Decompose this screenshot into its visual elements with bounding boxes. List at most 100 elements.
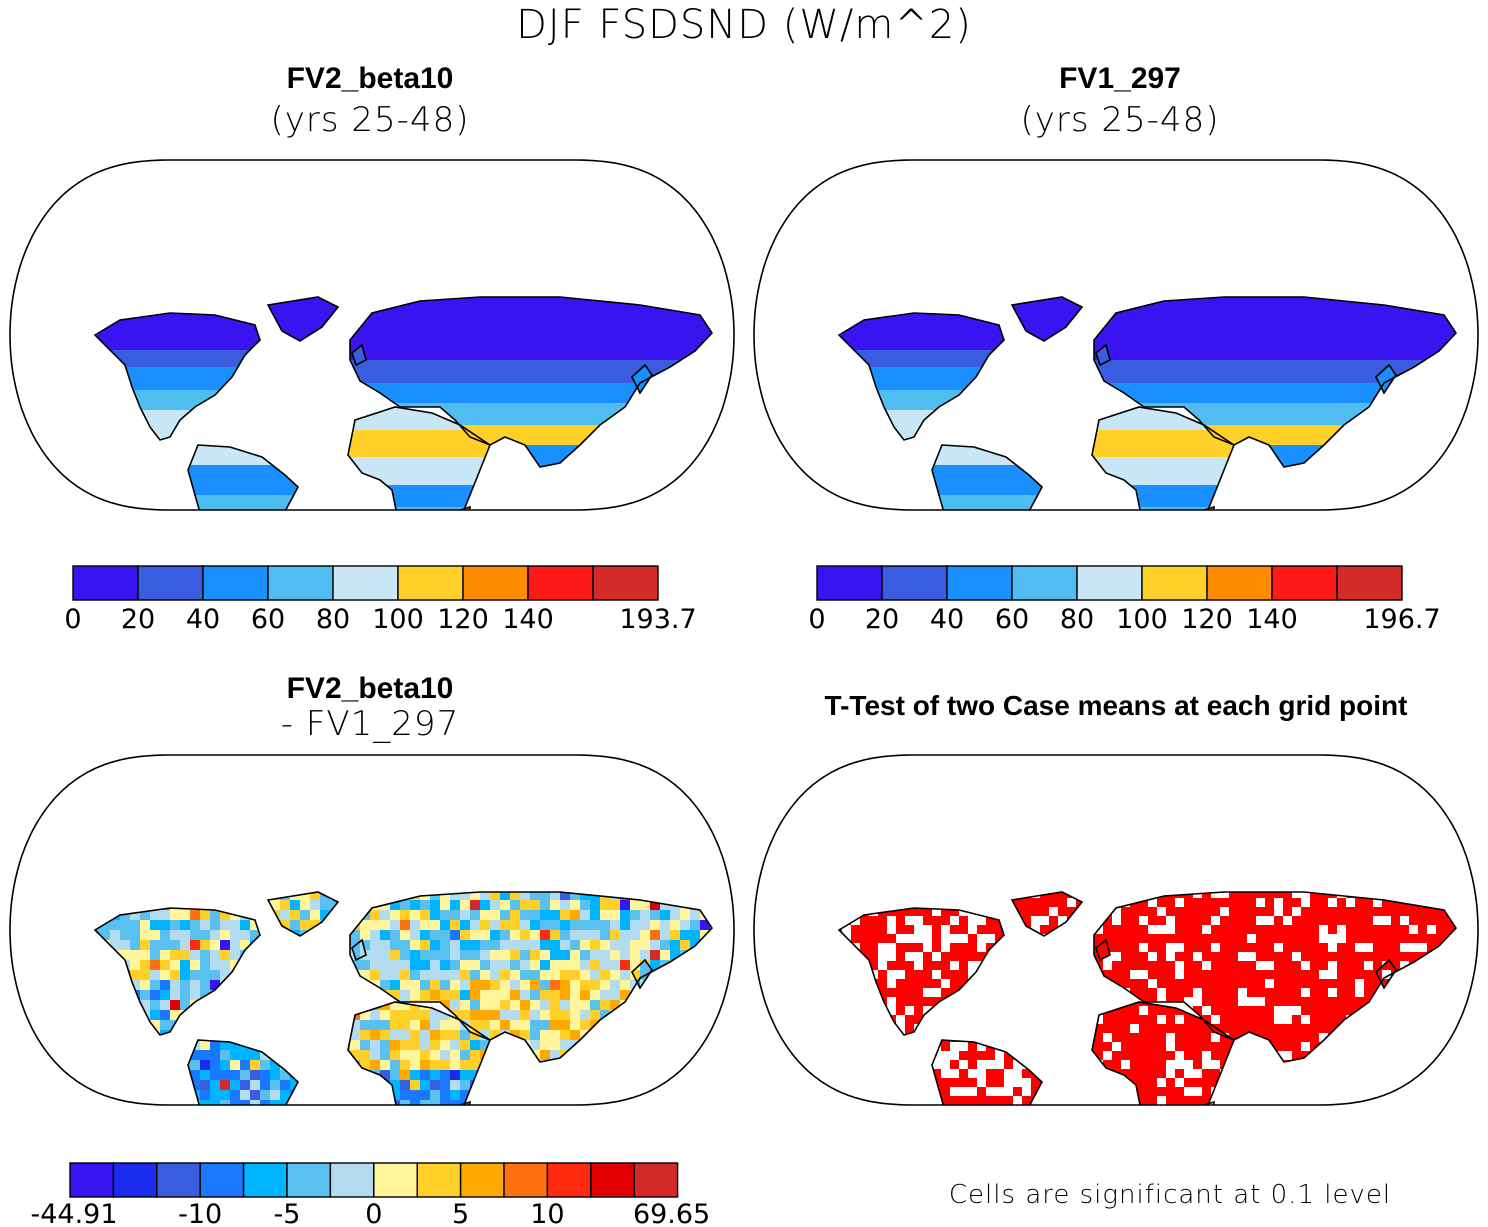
colorbar-tick-label: 100 [1116, 604, 1168, 635]
colorbar-tick-label: 100 [372, 604, 424, 635]
map-border [9, 754, 735, 1106]
coastline-africa [1091, 406, 1235, 510]
coastline-africa [347, 1001, 491, 1105]
colorbar-box [527, 565, 594, 601]
coastline-greenland [1010, 296, 1084, 342]
colorbar-tick-label: 193.7 [619, 604, 696, 635]
colorbar-tick-label: 80 [1060, 604, 1094, 635]
coastline-greenland [266, 891, 340, 937]
colorbar-box [459, 1162, 505, 1198]
colorbar-box [242, 1162, 288, 1198]
colorbar-tick-label: 40 [930, 604, 964, 635]
colorbar-box [72, 565, 139, 601]
panel2-map [753, 159, 1479, 511]
colorbar-box [546, 1162, 592, 1198]
colorbar-box [329, 1162, 375, 1198]
coastline-greenland [266, 296, 340, 342]
coastline-japan [1375, 363, 1397, 395]
coastline-uk [1095, 938, 1111, 962]
colorbar-tick-label: 60 [251, 604, 285, 635]
colorbar-box [1271, 565, 1338, 601]
colorbar-box [202, 565, 269, 601]
colorbar-box [199, 1162, 245, 1198]
colorbar-box [286, 1162, 332, 1198]
coastline-madagascar [1201, 505, 1215, 510]
colorbar-box [590, 1162, 635, 1198]
panel1-map [9, 159, 735, 511]
colorbar-tick-label: 120 [1181, 604, 1233, 635]
colorbar-tick-label: 20 [121, 604, 155, 635]
coastline-namerica [837, 907, 1005, 1036]
field-madagascar [458, 507, 470, 510]
colorbar-box [1076, 565, 1143, 601]
coastline-samerica [187, 444, 299, 510]
field-africa [1092, 407, 1234, 510]
colorbar-box [397, 565, 464, 601]
colorbar-box [69, 1162, 115, 1198]
colorbar-box [112, 1162, 158, 1198]
colorbar-tick-label: 80 [316, 604, 350, 635]
colorbar-tick-label: 0 [64, 604, 81, 635]
field-madagascar [1202, 507, 1214, 510]
colorbar-box [633, 1162, 679, 1198]
colorbar-tick-label: 140 [502, 604, 554, 635]
coastline-eurasia [1093, 891, 1458, 1063]
coastline-eurasia [349, 891, 714, 1063]
colorbar-box [881, 565, 948, 601]
colorbar-tick-label: 196.7 [1363, 604, 1440, 635]
colorbar-box [332, 565, 399, 601]
colorbar-tick-label: 40 [186, 604, 220, 635]
colorbar-tick-label: 5 [452, 1199, 469, 1227]
panel2-title: FV1_297 [970, 62, 1270, 96]
coastline-madagascar [457, 1100, 471, 1105]
coastline-africa [347, 406, 491, 510]
panel3-title: FV2_beta10 [220, 672, 520, 706]
coastline-madagascar [457, 505, 471, 510]
colorbar-tick-label: 20 [865, 604, 899, 635]
coastline-uk [1095, 343, 1111, 367]
colorbar-box [373, 1162, 418, 1198]
map-border [753, 754, 1479, 1106]
significance-note: Cells are significant at 0.1 level [900, 1180, 1440, 1210]
panel4-title: T-Test of two Case means at each grid po… [744, 690, 1488, 722]
colorbar-tick-label: -10 [178, 1199, 222, 1227]
coastline-africa [1091, 1001, 1235, 1105]
coastline-eurasia [1093, 296, 1458, 468]
colorbar-tick-label: 140 [1246, 604, 1298, 635]
colorbar-tick-label: 0 [808, 604, 825, 635]
colorbar-tick-label: 69.65 [633, 1199, 710, 1227]
colorbar-box [503, 1162, 549, 1198]
colorbar-tick-label: -44.91 [30, 1199, 117, 1227]
coastline-madagascar [1201, 1100, 1215, 1105]
map-border [9, 159, 735, 511]
panel4-map [753, 754, 1479, 1106]
coastline-uk [351, 343, 367, 367]
colorbar-box [816, 565, 883, 601]
colorbar-box [156, 1162, 201, 1198]
coastline-namerica [93, 312, 261, 441]
colorbar-box [1206, 565, 1273, 601]
panel1-subtitle: (yrs 25-48) [170, 100, 570, 140]
colorbar-box [946, 565, 1013, 601]
panel3-map [9, 754, 735, 1106]
coastline-samerica [187, 1039, 299, 1105]
colorbar-box [416, 1162, 462, 1198]
coastline-namerica [93, 907, 261, 1036]
colorbar-tick-label: -5 [274, 1199, 301, 1227]
colorbar-box [1011, 565, 1078, 601]
panel3-subtitle: - FV1_297 [170, 704, 570, 744]
panel3-colorbar: -44.91 -10 -5 0 5 10 69.65 [30, 1162, 710, 1227]
colorbar-box [137, 565, 204, 601]
colorbar-box [267, 565, 334, 601]
figure-title: DJF FSDSND (W/m^2) [0, 2, 1488, 48]
colorbar-tick-label: 120 [437, 604, 489, 635]
coastline-greenland [1010, 891, 1084, 937]
coastline-samerica [931, 1039, 1043, 1105]
panel1-title: FV2_beta10 [220, 62, 520, 96]
panel2-colorbar: 0 20 40 60 80 100 120 140 196.7 [808, 565, 1441, 635]
coastline-eurasia [349, 296, 714, 468]
field-africa [348, 407, 490, 510]
coastline-samerica [931, 444, 1043, 510]
coastline-japan [631, 363, 653, 395]
colorbar-box [592, 565, 659, 601]
